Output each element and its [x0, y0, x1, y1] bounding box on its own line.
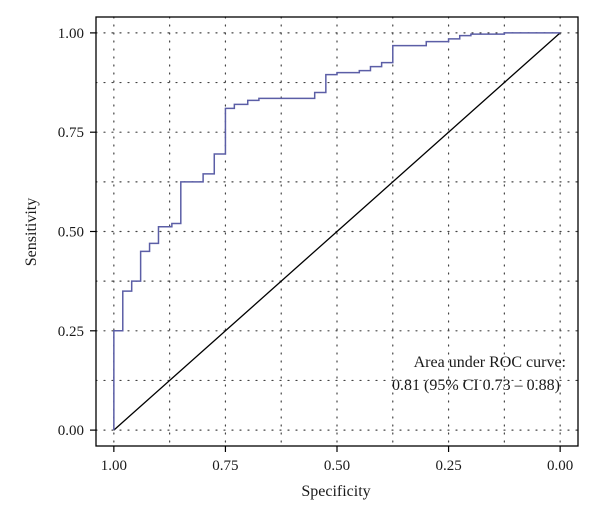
x-tick-label: 1.00: [101, 458, 127, 474]
tick-labels: 1.00 0.75 0.50 0.25 0.00 0.00 0.25 0.50 0.75 1.00: [58, 26, 574, 474]
reference-diagonal-line: [113, 32, 561, 431]
x-tick-label: 0.00: [547, 458, 573, 474]
auc-annotation-line1: Area under ROC curve:: [414, 354, 566, 371]
x-tick-label: 0.25: [435, 458, 461, 474]
y-tick-label: 1.00: [58, 26, 84, 42]
grid-lines: [95, 16, 579, 447]
x-tick-label: 0.50: [324, 458, 350, 474]
axis-ticks: [90, 32, 561, 452]
y-tick-label: 0.75: [58, 125, 84, 141]
plot-frame: [95, 16, 579, 447]
y-axis-title: Sensitivity: [23, 198, 40, 266]
x-axis-title: Specificity: [301, 483, 370, 500]
auc-annotation-line2: 0.81 (95% CI 0.73 – 0.88): [392, 377, 560, 394]
y-tick-label: 0.00: [58, 423, 84, 439]
y-tick-label: 0.50: [58, 225, 84, 241]
y-tick-label: 0.25: [58, 324, 84, 340]
roc-curve: [113, 32, 561, 431]
x-tick-label: 0.75: [212, 458, 238, 474]
